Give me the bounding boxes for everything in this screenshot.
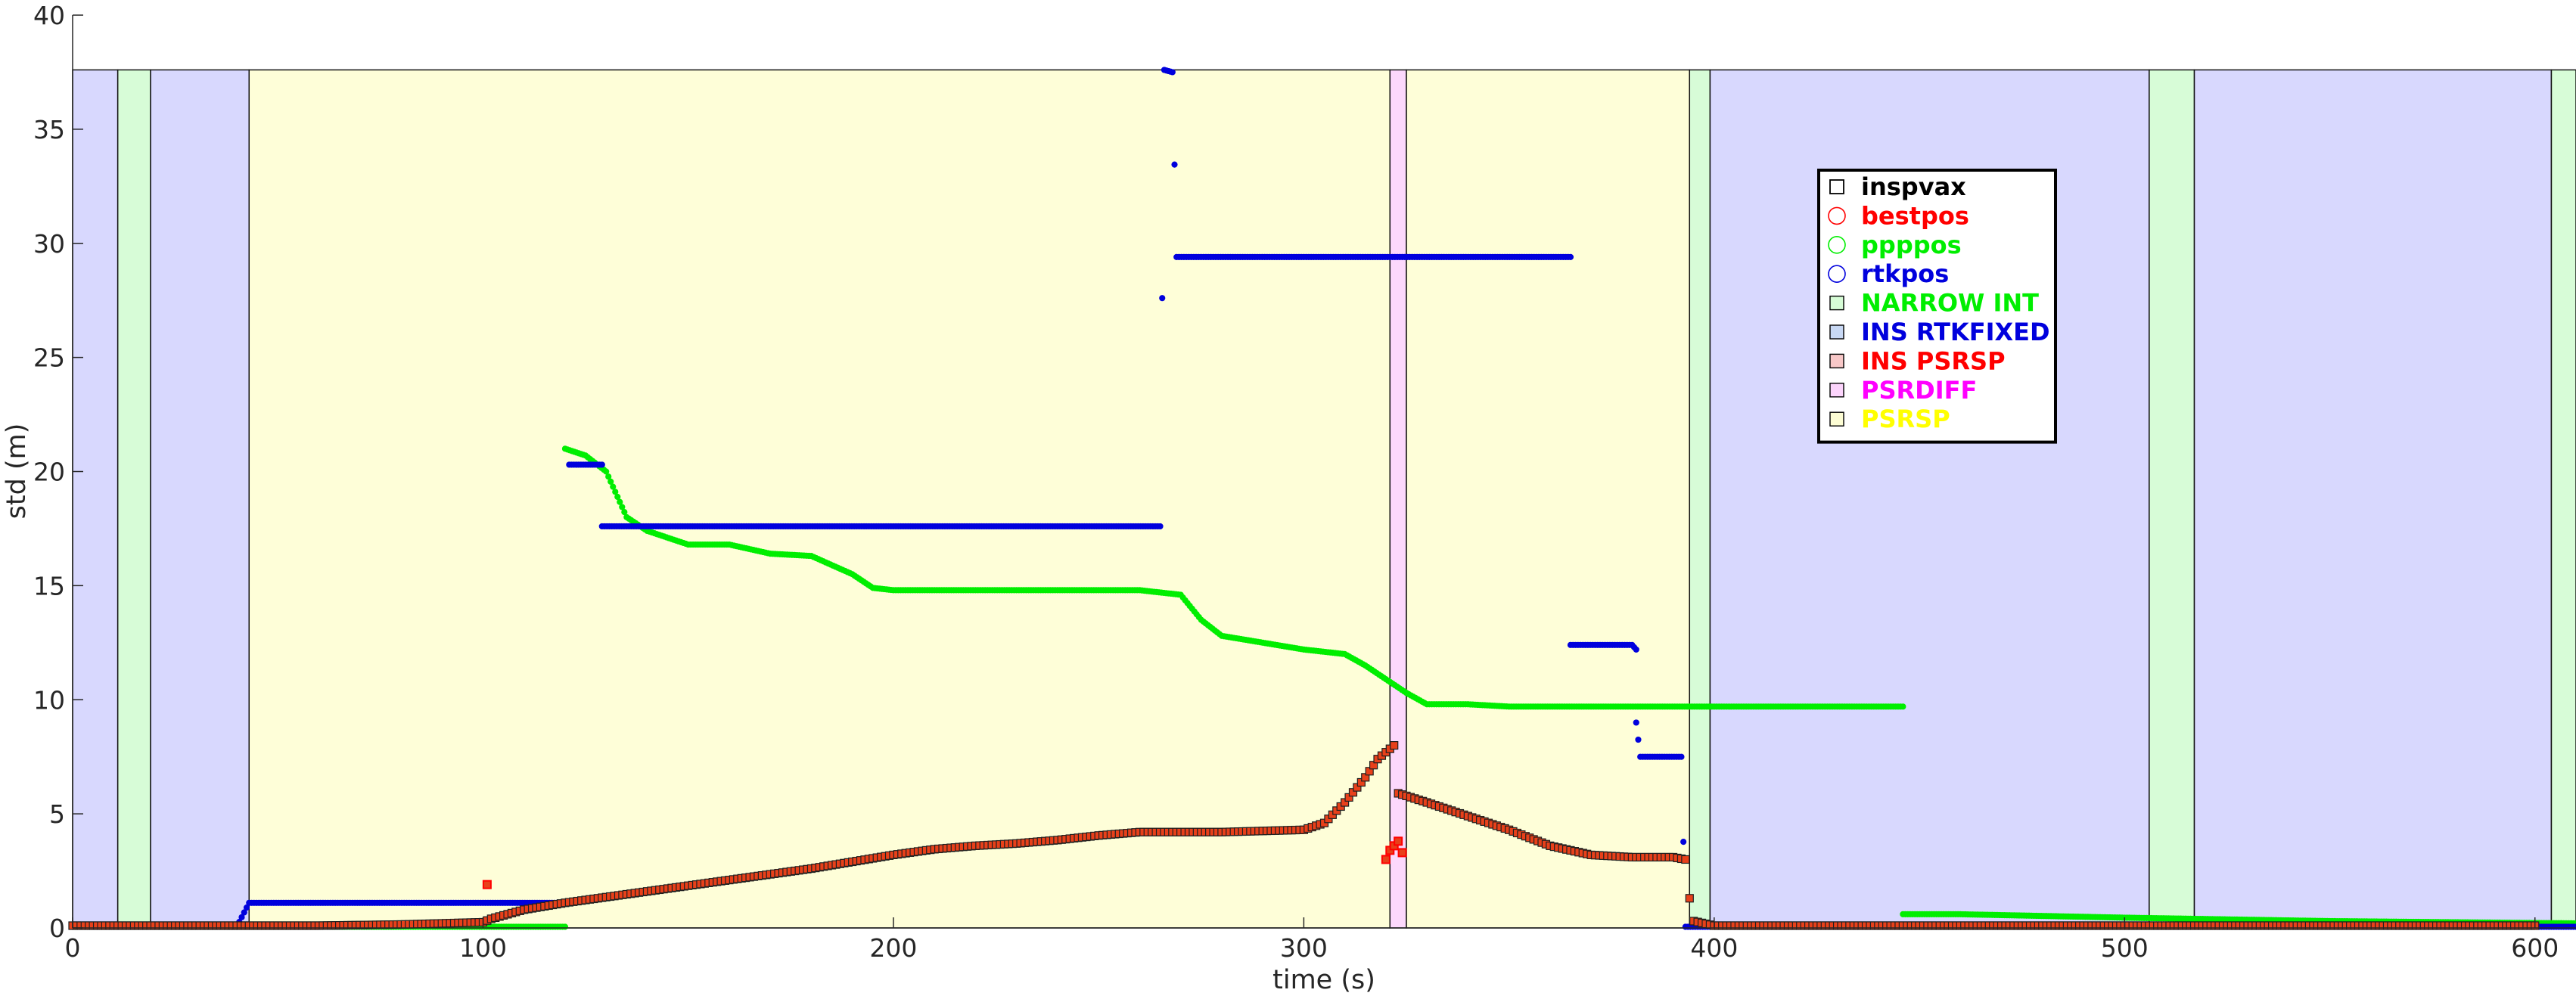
inspvax-point [1685,894,1694,903]
legend-label: PSRSP [1861,405,1950,433]
band-8 [2149,69,2195,929]
ppppos-point [619,504,626,510]
y-tick-label: 35 [33,115,65,144]
rtkpos-point [1567,253,1574,260]
rtkpos-point [243,904,250,911]
x-tick-label: 500 [2101,933,2149,963]
band-9 [2193,69,2553,929]
legend-marker-ppppos [1828,235,1846,254]
legend-label: INS PSRSP [1861,346,2006,375]
series-inspvax [68,740,2540,930]
ppppos-point [617,498,623,505]
ppppos-point [607,478,614,486]
rtkpos-point [1157,523,1164,530]
x-tick-label: 200 [869,933,917,963]
y-tick-label: 5 [49,799,65,829]
inspvax-point [1390,740,1399,750]
bestpos-point [482,880,492,889]
legend-patch-psrdiff [1829,383,1844,398]
legend-label: INS RTKFIXED [1861,318,2050,346]
ppppos-point [603,468,610,475]
bestpos-point [1394,836,1403,846]
legend-label: ppppos [1861,231,1962,259]
band-3 [248,69,1391,929]
y-axis-label: std (m) [2,424,32,520]
y-tick-label: 15 [33,571,65,600]
x-tick-label: 300 [1280,933,1328,963]
legend-patch-narrow-int [1829,295,1844,311]
rtkpos-point [1159,295,1166,302]
x-tick-label: 600 [2511,933,2559,963]
x-axis-label: time (s) [1272,965,1375,995]
y-tick-label: 0 [49,914,65,943]
legend-marker-inspvax [1829,179,1844,194]
rtkpos-point [1680,838,1687,846]
ppppos-point [614,493,621,501]
band-5 [1406,69,1691,929]
legend-marker-bestpos [1828,206,1846,225]
bestpos-point [1381,855,1391,864]
band-6 [1689,69,1711,929]
y-tick-label: 10 [33,685,65,715]
legend-patch-ins-rtkfixed [1829,324,1844,340]
legend-label: bestpos [1861,201,1969,230]
rtkpos-point [1678,753,1685,760]
y-tick-label: 40 [33,1,65,30]
y-tick-label: 25 [33,343,65,373]
ppppos-point [1900,703,1906,710]
legend-label: rtkpos [1861,259,1949,288]
legend-patch-psrsp [1829,411,1844,427]
y-tick-label: 20 [33,458,65,487]
rtkpos-point [598,461,605,468]
rtkpos-point [1169,69,1176,76]
rtkpos-point [1633,719,1639,726]
ppppos-point [605,473,612,480]
x-tick-label: 0 [65,933,81,963]
band-10 [2550,69,2576,929]
ppppos-point [610,483,617,490]
x-tick-label: 400 [1690,933,1738,963]
band-1 [117,69,151,929]
rtkpos-point [1171,161,1178,168]
legend-label: inspvax [1861,172,1966,201]
rtkpos-point [1635,736,1642,743]
band-0 [72,69,119,929]
legend-marker-rtkpos [1828,265,1846,284]
x-tick-label: 100 [459,933,507,963]
rtkpos-point [238,914,245,920]
ppppos-point [621,509,628,516]
legend-box [1817,169,2057,444]
rtkpos-point [2572,923,2576,930]
series-bestpos [482,836,1407,889]
legend-label: PSRDIFF [1861,376,1977,405]
mode-bands [72,69,2576,929]
rtkpos-point [1633,646,1639,653]
bestpos-point [1397,848,1407,858]
inspvax-point [1681,855,1690,864]
y-tick-label: 30 [33,229,65,259]
legend-label: NARROW INT [1861,289,2039,318]
axes: 0 100 200 300 400 500 600 0 5 10 15 20 25 30 35 40 [33,1,2576,963]
rtkpos-point [241,909,247,916]
ppppos-point [561,923,569,930]
legend-patch-ins-psrsp [1829,353,1844,369]
ppppos-point [612,489,619,495]
band-2 [150,69,250,929]
